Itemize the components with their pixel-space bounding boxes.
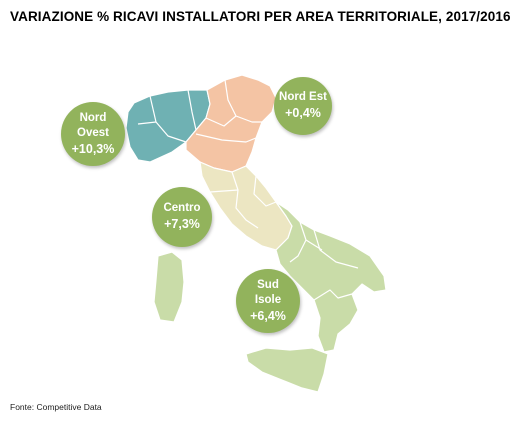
nord-est-border: [205, 115, 237, 127]
nord-est-border: [195, 133, 257, 143]
area-value: +10,3%: [71, 141, 115, 156]
nord-ovest-border: [187, 89, 197, 131]
area-value: +7,3%: [164, 217, 200, 232]
sud-area: [275, 201, 387, 353]
bubble-nord-ovest: Nord Ovest +10,3%: [61, 102, 125, 166]
region-nord-est: [185, 74, 277, 173]
sud-border: [289, 221, 307, 263]
sud-border: [313, 229, 359, 269]
sud-border: [305, 239, 323, 251]
centro-border: [209, 189, 239, 193]
region-nord-ovest: [125, 89, 211, 163]
source-note: Fonte: Competitive Data: [10, 402, 102, 412]
map-title: VARIAZIONE % RICAVI INSTALLATORI PER ARE…: [10, 9, 511, 24]
area-name: Nord: [79, 111, 107, 124]
bubble-centro: Centro +7,3%: [152, 187, 212, 247]
bubble-sud-isole: Sud Isole +6,4%: [236, 269, 300, 333]
centro-border: [253, 175, 277, 207]
area-value: +6,4%: [250, 308, 286, 323]
nord-ovest-border: [149, 95, 187, 143]
area-name: Sud: [257, 278, 279, 291]
bubble-nord-est: Nord Est +0,4%: [274, 77, 332, 135]
centro-border: [231, 171, 259, 229]
area-name: Nord Est: [279, 91, 327, 104]
sicily-area: [245, 347, 329, 393]
area-value: +0,4%: [285, 106, 321, 121]
nord-est-area: [185, 74, 277, 173]
region-sud-isole: [153, 201, 387, 393]
sardinia-area: [153, 251, 185, 323]
area-name: Isole: [254, 293, 282, 306]
nord-ovest-border: [137, 121, 157, 125]
area-name: Ovest: [77, 126, 109, 139]
sud-border: [313, 289, 353, 301]
area-name: Centro: [163, 202, 201, 215]
